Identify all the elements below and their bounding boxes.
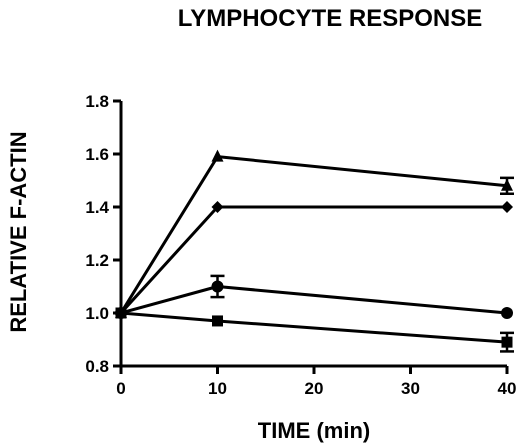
series-layer [115,149,514,353]
x-tick-label: 0 [116,379,125,398]
y-tick-label: 1.6 [85,145,109,164]
circle-marker [211,280,224,293]
y-tick-label: 1.8 [85,92,109,111]
diamond-marker [501,201,513,213]
y-tick-label: 0.8 [85,357,109,376]
x-axis-label: TIME (min) [258,418,370,443]
x-tick-label: 10 [208,379,227,398]
x-tick-label: 20 [305,379,324,398]
series-circle [115,274,513,319]
triangle-marker [501,178,513,191]
series-diamond [115,201,513,319]
series-line [120,311,508,344]
axes: 0 10 20 30 40 0.8 1.0 1.2 1.4 1.6 1.8 [85,92,516,398]
series-line [119,155,508,314]
diamond-marker [211,201,224,213]
chart-title: LYMPHOCYTE RESPONSE [178,5,483,32]
circle-marker [501,307,513,319]
series-triangle [115,149,514,318]
x-tick-label: 40 [498,379,517,398]
series-line [120,285,508,315]
square-marker [212,315,223,327]
triangle-marker [211,149,224,162]
square-marker [115,307,127,319]
square-marker [501,336,513,348]
y-tick-label: 1.0 [85,304,109,323]
y-tick-label: 1.2 [85,251,109,270]
y-tick-label: 1.4 [85,198,109,217]
y-axis-label: RELATIVE F-ACTIN [6,131,31,332]
series-square [115,307,514,353]
x-tick-label: 30 [401,379,420,398]
